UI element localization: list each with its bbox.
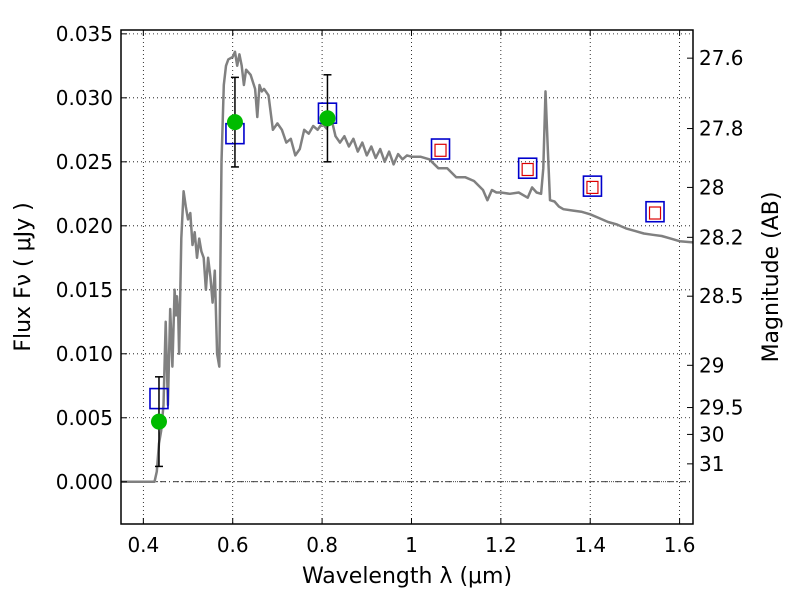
right-tick-labels: 27.6 27.8 28 28.2 28.5 29 29.530 31 (699, 46, 744, 476)
spectrum-layer (121, 50, 694, 484)
x-axis-label: Wavelength λ (μm) (302, 564, 512, 589)
y-tick-label: 0.030 (56, 86, 113, 110)
x-tick-label: 1.4 (574, 533, 606, 557)
y-tick-label: 0.025 (56, 150, 113, 174)
model-photometry-square (430, 138, 451, 160)
model-photometry-square (645, 200, 665, 223)
model-photometry-inner-square (586, 180, 599, 195)
model-photometry-inner-square (434, 143, 447, 157)
x-tick-label: 0.6 (217, 533, 249, 557)
x-tick-label: 1.2 (485, 533, 517, 557)
x-tick-label: 0.4 (127, 533, 159, 557)
y-tick-label: 0.000 (56, 470, 113, 494)
right-tick-label: 27.6 (699, 46, 744, 70)
y-axis-label: Flux Fν ( μJy ) (11, 202, 36, 351)
right-tick-label: 29.5 (699, 396, 744, 420)
photometry-layer (149, 74, 665, 468)
model-photometry-inner-square (648, 206, 662, 220)
model-photometry-square (582, 175, 603, 197)
y-tick-label: 0.020 (56, 214, 113, 238)
right-tick-label: 28.5 (699, 284, 744, 308)
right-tick-label: 27.8 (699, 117, 744, 141)
ticks (121, 30, 693, 524)
observed-point (150, 413, 167, 430)
observed-point (226, 114, 243, 131)
right-axis-label: Magnitude (AB) (759, 192, 784, 363)
y-tick-label: 0.035 (56, 22, 113, 46)
plot-frame (120, 29, 694, 525)
y-tick-label: 0.015 (56, 278, 113, 302)
spectrum-line (121, 50, 694, 484)
y-tick-label: 0.010 (56, 342, 113, 366)
right-tick-label: 30 (699, 422, 724, 446)
plot-background (121, 30, 693, 524)
right-tick-label: 28 (699, 175, 724, 199)
x-tick-label: 0.8 (306, 533, 338, 557)
observed-point (319, 110, 336, 127)
x-tick-label: 1 (405, 533, 418, 557)
right-tick-label: 31 (699, 452, 724, 476)
right-tick-label: 28.2 (699, 225, 744, 249)
grid (121, 30, 693, 524)
x-tick-labels: 0.4 0.6 0.8 1 1.2 1.4 1.6 (127, 533, 695, 557)
right-tick-label: 29 (699, 353, 724, 377)
y-tick-labels: 0.000 0.005 0.010 0.015 0.020 0.025 0.030 0.035 (56, 22, 113, 494)
model-photometry-square (517, 157, 538, 180)
x-tick-label: 1.6 (664, 533, 696, 557)
y-tick-label: 0.005 (56, 406, 113, 430)
model-photometry-inner-square (521, 162, 534, 177)
